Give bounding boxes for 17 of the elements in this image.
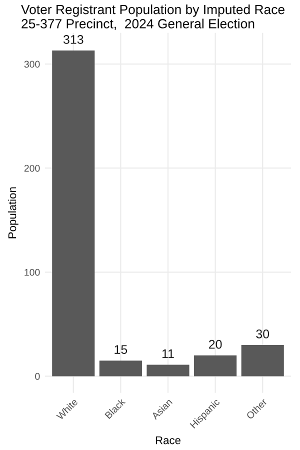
y-tick-label: 0 xyxy=(35,372,40,380)
data-label: 20 xyxy=(208,340,222,349)
bar xyxy=(146,364,190,376)
x-axis-title: Race xyxy=(156,436,180,444)
data-label: 30 xyxy=(256,330,270,338)
y-tick-label: 300 xyxy=(24,60,40,68)
data-label: 15 xyxy=(114,345,128,354)
chart-title: Voter Registrant Population by Imputed Race 25-377 Precinct, 2024 General Election xyxy=(21,4,284,30)
y-axis-title: Population xyxy=(8,187,18,238)
y-tick-label: 100 xyxy=(24,268,40,276)
bar xyxy=(194,355,237,376)
bar xyxy=(99,360,142,376)
data-label: 313 xyxy=(63,35,84,44)
data-label: 11 xyxy=(162,349,174,358)
bar xyxy=(52,50,95,376)
y-tick-label: 200 xyxy=(24,164,40,172)
bar xyxy=(241,344,284,376)
